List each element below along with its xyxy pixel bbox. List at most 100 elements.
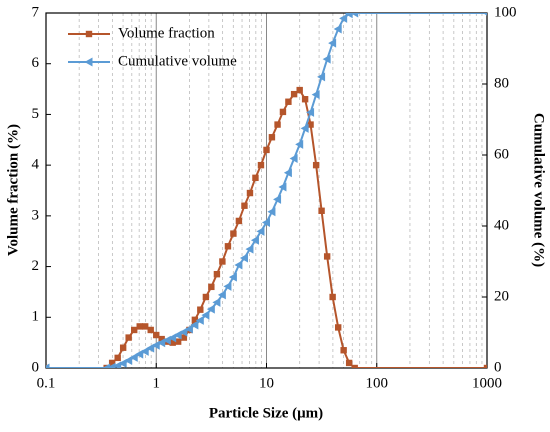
marker <box>190 320 199 330</box>
marker <box>345 359 353 367</box>
marker <box>250 235 259 245</box>
marker <box>208 283 215 291</box>
y-tick-label: 4 <box>32 157 40 173</box>
marker <box>157 338 166 348</box>
marker <box>118 358 127 368</box>
marker <box>219 258 226 265</box>
y2-tick-label: 100 <box>494 4 517 20</box>
y-tick-label: 6 <box>32 55 40 71</box>
marker <box>267 207 276 217</box>
marker <box>140 346 149 356</box>
marker <box>317 72 326 82</box>
marker <box>169 339 176 346</box>
marker <box>191 316 199 324</box>
marker <box>283 168 292 178</box>
marker <box>334 324 342 331</box>
marker <box>234 260 243 270</box>
marker <box>344 13 353 19</box>
marker <box>312 161 320 169</box>
marker <box>290 90 298 98</box>
marker <box>246 189 254 197</box>
marker <box>107 362 116 368</box>
marker <box>329 293 336 301</box>
marker <box>180 334 188 341</box>
y-tick-label: 7 <box>32 4 40 20</box>
marker <box>135 349 144 359</box>
marker <box>245 244 254 254</box>
marker <box>173 330 182 340</box>
y-axis-label: Volume fraction (%) <box>5 124 21 256</box>
marker <box>85 30 93 38</box>
marker <box>136 323 143 330</box>
marker <box>124 356 133 366</box>
y2-axis-label: Cumulative volume (%) <box>531 113 547 267</box>
legend-label: Volume fraction <box>118 25 215 41</box>
marker <box>483 364 487 368</box>
marker <box>306 107 315 117</box>
y2-tick-label: 80 <box>494 75 509 91</box>
legend-label: Cumulative volume <box>118 53 237 69</box>
marker <box>322 54 331 64</box>
marker <box>119 344 127 351</box>
marker <box>256 226 265 236</box>
marker <box>108 359 116 367</box>
marker <box>84 57 93 67</box>
marker <box>307 121 314 128</box>
marker <box>333 24 342 34</box>
series <box>46 86 487 368</box>
marker <box>146 343 155 353</box>
marker <box>213 270 221 278</box>
marker <box>252 174 259 182</box>
marker <box>201 310 210 320</box>
marker <box>482 13 487 16</box>
marker <box>323 253 331 260</box>
marker <box>174 338 182 345</box>
marker <box>125 334 132 341</box>
marker <box>147 326 154 334</box>
marker <box>206 304 215 314</box>
y-tick-label: 0 <box>32 359 40 375</box>
marker <box>142 323 149 330</box>
x-axis-label: Particle Size (μm) <box>209 405 323 421</box>
y-tick-label: 2 <box>32 258 40 274</box>
marker <box>228 272 237 282</box>
marker <box>257 161 265 169</box>
marker <box>300 123 309 133</box>
y2-tick-label: 60 <box>494 146 509 162</box>
y2-tick-label: 0 <box>494 359 502 375</box>
marker <box>102 363 111 368</box>
marker <box>158 335 165 343</box>
marker <box>239 253 248 263</box>
marker <box>318 207 325 214</box>
marker <box>184 324 193 334</box>
marker <box>202 293 210 301</box>
marker <box>274 121 281 128</box>
x-tick-label: 1 <box>153 375 161 391</box>
marker <box>311 90 320 100</box>
marker <box>263 146 270 154</box>
x-tick-label: 0.1 <box>37 375 56 391</box>
marker <box>179 327 188 337</box>
marker <box>273 194 282 204</box>
marker <box>328 38 337 48</box>
marker <box>241 202 248 209</box>
marker <box>235 217 243 225</box>
marker <box>339 13 348 23</box>
marker <box>262 217 270 227</box>
marker <box>212 297 221 307</box>
marker <box>46 363 50 368</box>
x-tick-label: 100 <box>366 375 389 391</box>
marker <box>195 315 204 325</box>
marker <box>268 134 276 141</box>
marker <box>289 154 298 164</box>
marker <box>301 96 309 103</box>
marker <box>129 352 138 362</box>
series <box>46 13 487 368</box>
marker <box>340 347 347 354</box>
marker <box>131 326 138 334</box>
marker <box>153 331 160 339</box>
marker <box>114 354 121 362</box>
marker <box>285 98 292 105</box>
marker <box>295 139 304 149</box>
